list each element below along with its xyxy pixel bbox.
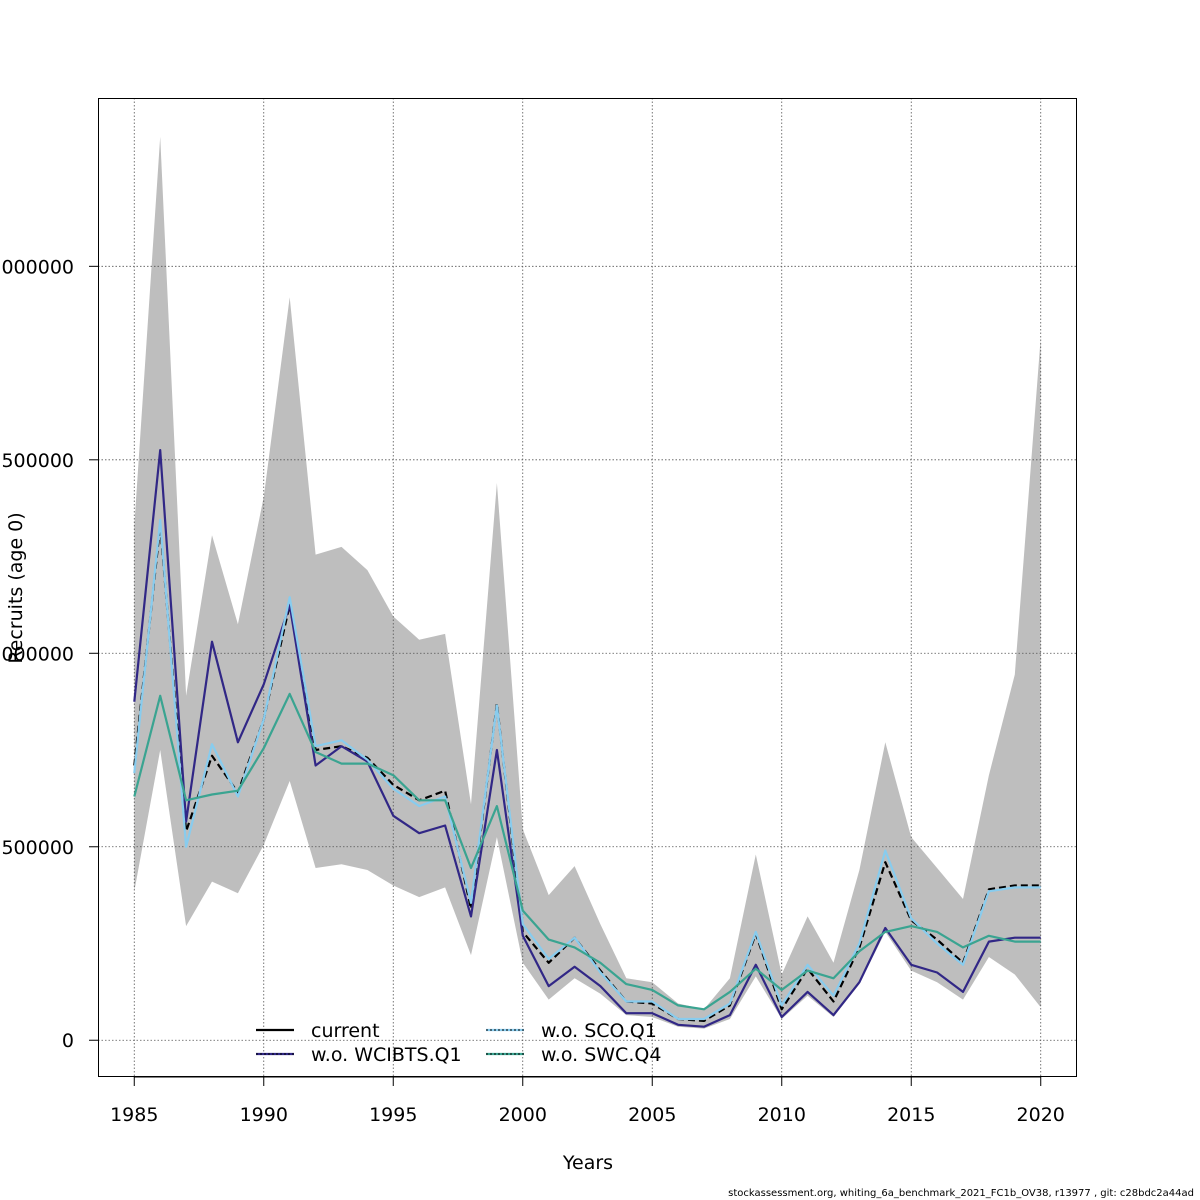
footer-credit: stockassessment.org, whiting_6a_benchmar… [728, 1188, 1194, 1199]
x-tick-label: 2010 [758, 1104, 806, 1126]
confidence-band [134, 136, 1041, 1029]
confidence-band-layer [134, 136, 1041, 1029]
x-tick-label: 1985 [110, 1104, 158, 1126]
y-tick-label: 1500000 [0, 450, 74, 472]
x-axis: 1985 1990 1995 2000 2005 2010 2015 2020 [110, 1076, 1065, 1126]
x-tick-label: 1995 [369, 1104, 417, 1126]
x-axis-title: Years [562, 1152, 613, 1174]
x-tick-label: 2015 [887, 1104, 935, 1126]
series-line-4 [133, 692, 1041, 1011]
legend-label: w.o. SCO.Q1 [541, 1020, 657, 1042]
y-tick-label: 1000000 [0, 643, 74, 665]
legend-label: w.o. WCIBTS.Q1 [311, 1044, 462, 1066]
y-tick-label: 500000 [1, 837, 74, 859]
legend-label: w.o. SWC.Q4 [541, 1044, 661, 1066]
x-tick-label: 2000 [499, 1104, 547, 1126]
x-tick-label: 2020 [1017, 1104, 1065, 1126]
y-tick-label: 2000000 [0, 256, 74, 278]
legend-label: current [311, 1020, 380, 1042]
x-tick-label: 1990 [240, 1104, 288, 1126]
x-tick-label: 2005 [628, 1104, 676, 1126]
y-axis: 0 500000 1000000 1500000 2000000 [0, 256, 98, 1052]
y-tick-label: 0 [62, 1030, 74, 1052]
y-axis-title: Recruits (age 0) [5, 512, 27, 663]
series-layer [133, 449, 1041, 1028]
grid-layer [98, 98, 1077, 1077]
